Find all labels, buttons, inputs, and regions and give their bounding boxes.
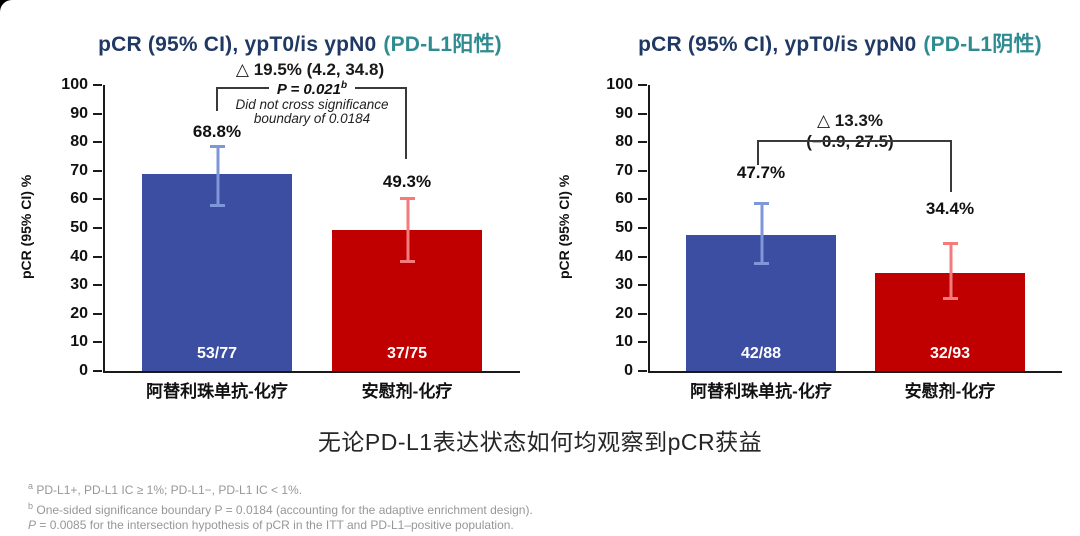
y-tick-mark xyxy=(93,112,102,115)
y-tick-label: 20 xyxy=(615,304,633,322)
y-tick-mark xyxy=(93,84,102,86)
comparison-bracket-right-drop xyxy=(405,87,407,159)
x-category-placebo: 安慰剂-化疗 xyxy=(904,382,996,401)
error-bar-atezolizumab xyxy=(210,145,225,208)
x-category-atezolizumab: 阿替利珠单抗-化疗 xyxy=(146,382,288,401)
y-tick-mark xyxy=(93,169,102,172)
y-tick-label: 0 xyxy=(79,362,88,379)
comparison-bracket-left-drop xyxy=(757,140,759,165)
error-bar-placebo xyxy=(943,242,958,301)
y-tick-mark xyxy=(93,141,102,144)
chart-title-main: pCR (95% CI), ypT0/is ypN0 xyxy=(638,33,917,56)
y-axis-label: pCR (95% CI) % xyxy=(556,174,572,280)
comparison-bracket xyxy=(758,140,952,142)
y-tick-label: 50 xyxy=(70,219,88,236)
delta-annotation-line1: △ 13.3% xyxy=(660,111,1040,131)
y-tick-label: 20 xyxy=(70,304,88,322)
y-tick-label: 10 xyxy=(70,333,88,351)
pct-label-placebo: 34.4% xyxy=(925,199,975,218)
y-tick-mark xyxy=(93,312,102,315)
y-tick-mark xyxy=(638,284,647,287)
chart-title: pCR (95% CI), ypT0/is ypN0 (PD-L1阳性) xyxy=(60,28,540,58)
y-axis-ticks: 0 10 20 30 40 50 60 70 80 90 100 xyxy=(585,0,647,400)
y-tick-mark xyxy=(638,370,647,372)
y-tick-mark xyxy=(638,341,647,344)
delta-annotation-line2: (−0.9, 27.5) xyxy=(660,132,1040,152)
y-tick-label: 100 xyxy=(61,76,88,93)
y-tick-mark xyxy=(638,198,647,201)
y-axis-label: pCR (95% CI) % xyxy=(18,174,34,280)
significance-note-line2: boundary of 0.0184 xyxy=(253,111,371,126)
y-tick-mark xyxy=(638,255,647,258)
n-label-atezolizumab: 42/88 xyxy=(740,345,782,362)
pct-label-atezolizumab: 47.7% xyxy=(736,163,786,182)
y-axis-ticks: 0 10 20 30 40 50 60 70 80 90 100 xyxy=(40,0,102,400)
x-axis-line xyxy=(103,371,520,373)
key-message-caption: 无论PD-L1表达状态如何均观察到pCR获益 xyxy=(317,429,763,455)
chart-title-main: pCR (95% CI), ypT0/is ypN0 xyxy=(98,33,377,56)
y-tick-label: 50 xyxy=(615,219,633,236)
error-bar-placebo xyxy=(400,196,415,264)
x-category-atezolizumab: 阿替利珠单抗-化疗 xyxy=(690,382,832,401)
y-tick-label: 40 xyxy=(70,247,88,265)
pct-label-atezolizumab: 68.8% xyxy=(192,122,242,141)
n-label-atezolizumab: 53/77 xyxy=(196,345,238,362)
y-tick-mark xyxy=(638,141,647,144)
y-tick-label: 40 xyxy=(615,247,633,265)
y-tick-label: 90 xyxy=(70,104,88,122)
error-bar-atezolizumab xyxy=(754,202,769,266)
y-tick-mark xyxy=(638,312,647,315)
delta-annotation: △ 19.5% (4.2, 34.8) xyxy=(120,60,500,80)
chart-title-subgroup: (PD-L1阴性) xyxy=(923,33,1042,56)
footnote-a: a PD-L1+, PD-L1 IC ≥ 1%; PD-L1−, PD-L1 I… xyxy=(28,481,303,497)
y-tick-mark xyxy=(93,198,102,201)
p-value-annotation: P = 0.021b xyxy=(217,80,407,99)
y-tick-mark xyxy=(638,169,647,172)
y-tick-label: 10 xyxy=(615,333,633,351)
n-label-placebo: 32/93 xyxy=(929,345,971,362)
footnote-b: b One-sided significance boundary P = 0.… xyxy=(28,500,533,517)
pct-label-placebo: 49.3% xyxy=(382,172,432,191)
y-tick-mark xyxy=(638,112,647,115)
y-tick-label: 70 xyxy=(615,161,633,179)
y-axis-line xyxy=(648,85,650,373)
comparison-bracket-right-drop xyxy=(950,140,952,192)
comparison-bracket-left-drop xyxy=(216,87,218,111)
y-tick-label: 90 xyxy=(615,104,633,122)
chart-title: pCR (95% CI), ypT0/is ypN0 (PD-L1阴性) xyxy=(600,28,1080,58)
y-tick-label: 70 xyxy=(70,161,88,179)
n-label-placebo: 37/75 xyxy=(386,345,428,362)
x-category-placebo: 安慰剂-化疗 xyxy=(361,382,453,401)
y-tick-mark xyxy=(93,341,102,344)
y-tick-mark xyxy=(93,227,102,229)
y-tick-label: 60 xyxy=(70,190,88,208)
y-tick-mark xyxy=(93,284,102,287)
y-tick-label: 30 xyxy=(70,276,88,294)
chart-title-subgroup: (PD-L1阳性) xyxy=(383,33,502,56)
footnotes: a PD-L1+, PD-L1 IC ≥ 1%; PD-L1−, PD-L1 I… xyxy=(28,479,1028,534)
y-tick-label: 0 xyxy=(624,362,633,379)
y-tick-label: 60 xyxy=(615,190,633,208)
y-axis-line xyxy=(103,85,105,373)
x-axis-line xyxy=(648,371,1062,373)
footnote-p-intersection: P = 0.0085 for the intersection hypothes… xyxy=(28,518,514,532)
y-tick-mark xyxy=(638,84,647,86)
y-tick-label: 80 xyxy=(70,133,88,151)
y-tick-label: 80 xyxy=(615,133,633,151)
y-tick-label: 100 xyxy=(606,76,633,93)
y-tick-mark xyxy=(93,370,102,372)
y-tick-mark xyxy=(93,255,102,258)
y-tick-label: 30 xyxy=(615,276,633,294)
significance-note-line1: Did not cross significance xyxy=(235,97,389,112)
y-tick-mark xyxy=(638,227,647,229)
